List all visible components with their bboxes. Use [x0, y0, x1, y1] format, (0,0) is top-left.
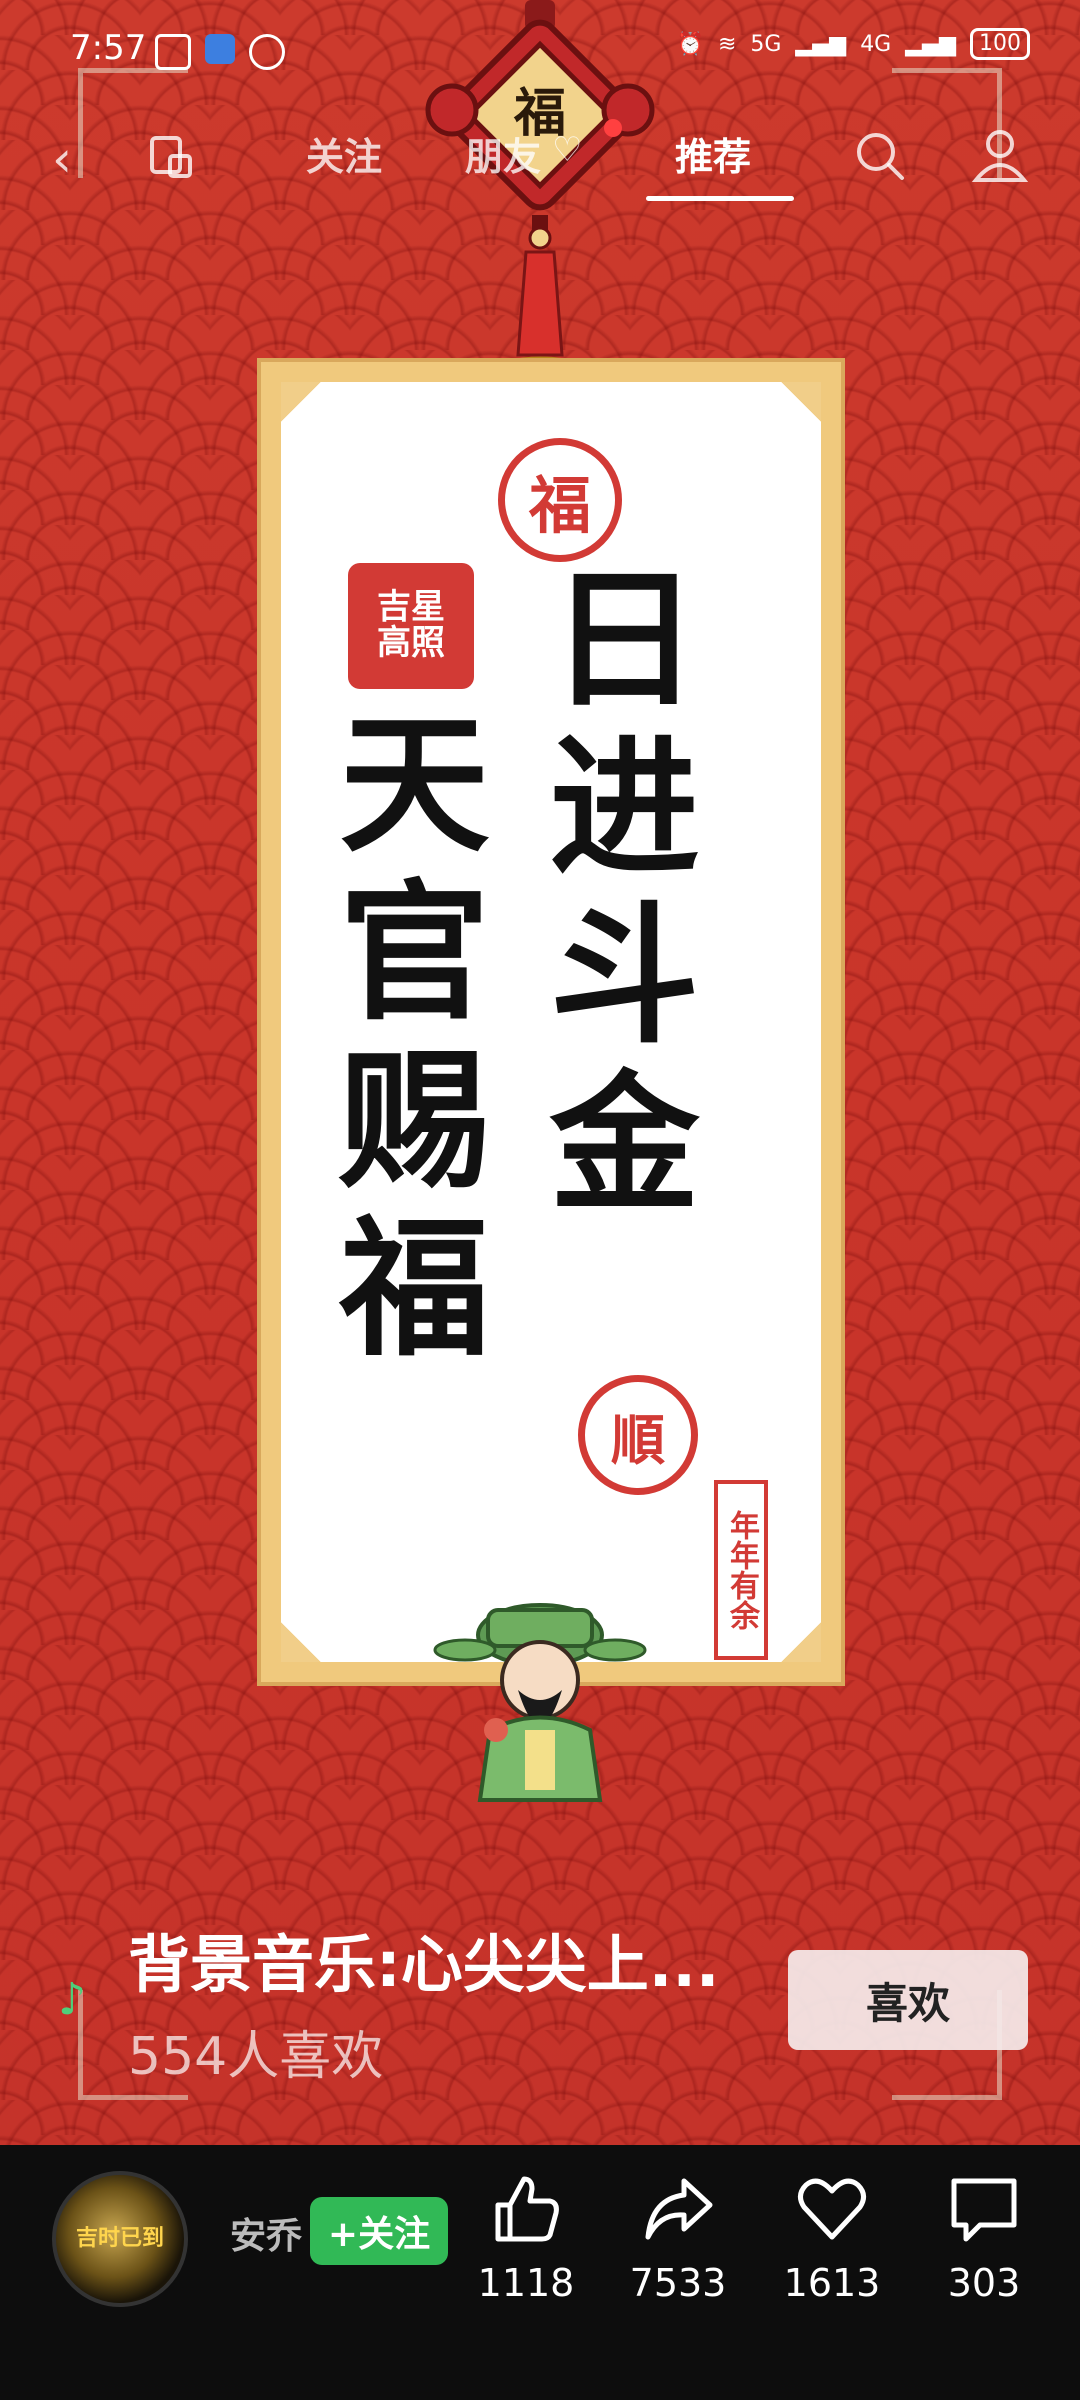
notification-icons	[155, 34, 285, 70]
search-icon[interactable]	[852, 128, 908, 184]
clock: 7:57	[70, 28, 147, 68]
music-likes-count: 554人喜欢	[128, 2027, 384, 2087]
share-action[interactable]: 7533	[618, 2171, 738, 2305]
picture-in-picture-icon[interactable]	[148, 134, 194, 180]
status-bar: 7:57 ⏰ ≋ 5G ▂▄▆ 4G ▂▄▆ 100	[0, 0, 1080, 100]
author-name[interactable]: 安乔	[230, 2216, 303, 2257]
favorite-count: 1613	[783, 2261, 881, 2305]
notification-browser-icon	[205, 34, 235, 64]
comment-count: 303	[947, 2261, 1021, 2305]
couplet-left-column: 天官赐福	[314, 705, 488, 1377]
couplet-right-column: 日进斗金	[524, 560, 698, 1232]
bottom-action-bar: 吉时已到 安乔 +关注 1118 7533 1613 303	[0, 2145, 1080, 2400]
corner-ornament-top-left	[78, 68, 188, 178]
corner-ornament-bottom-left	[78, 1990, 188, 2100]
author-avatar[interactable]: 吉时已到	[52, 2171, 188, 2307]
tab-friends[interactable]: 朋友	[465, 135, 542, 179]
follow-button[interactable]: +关注	[310, 2197, 448, 2265]
charm-character: 福	[513, 83, 566, 144]
shun-seal: 順	[578, 1375, 698, 1495]
back-arrow-icon[interactable]: ‹	[52, 130, 72, 188]
like-count: 1118	[477, 2261, 575, 2305]
profile-icon[interactable]	[970, 124, 1030, 184]
tab-recommended[interactable]: 推荐	[675, 135, 752, 179]
niannian-seal: 年年有余	[714, 1480, 768, 1660]
notification-qq-icon	[249, 34, 285, 70]
top-navigation: ‹ 关注 朋友 ♡ 推荐	[0, 110, 1080, 201]
god-of-fortune-figure	[433, 1603, 647, 1802]
signal-bars-icon: ▂▄▆	[795, 31, 847, 57]
corner-ornament-top-right	[892, 68, 1002, 178]
signal-bars-icon-2: ▂▄▆	[905, 31, 956, 57]
battery-icon: 100	[970, 28, 1030, 60]
notification-app-icon	[155, 34, 191, 70]
chevron-down-icon[interactable]: ♡	[552, 130, 583, 170]
jixing-seal: 吉星 高照	[348, 563, 474, 689]
like-music-button[interactable]: 喜欢	[788, 1950, 1028, 2050]
thumbs-up-icon	[495, 2176, 559, 2242]
share-icon	[645, 2178, 713, 2240]
share-count: 7533	[629, 2261, 727, 2305]
tab-following[interactable]: 关注	[306, 135, 383, 179]
system-indicators: ⏰ ≋ 5G ▂▄▆ 4G ▂▄▆ 100	[677, 28, 1030, 60]
favorite-action[interactable]: 1613	[772, 2171, 892, 2305]
video-area[interactable]: 福 福 吉星 高照 日进斗金 天官赐福 順 年年有余	[0, 0, 1080, 2145]
music-title[interactable]: 背景音乐:心尖尖上...	[128, 1928, 720, 2001]
heart-icon	[798, 2178, 866, 2240]
fu-seal: 福	[498, 438, 622, 562]
signal-4g-label: 4G	[860, 31, 892, 57]
music-note-icon: ♪	[58, 1974, 87, 2025]
alarm-icon: ⏰	[676, 31, 704, 57]
active-tab-underline	[646, 196, 794, 201]
signal-5g-label: 5G	[750, 31, 782, 57]
comment-icon	[951, 2178, 1017, 2242]
comment-action[interactable]: 303	[924, 2171, 1044, 2305]
wifi-icon: ≋	[717, 31, 737, 57]
like-action[interactable]: 1118	[466, 2171, 586, 2305]
